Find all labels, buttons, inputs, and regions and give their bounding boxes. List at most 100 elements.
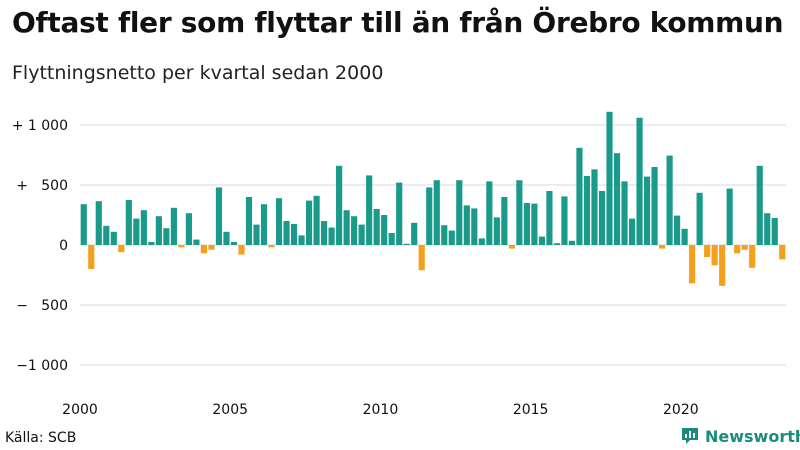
bar [268, 245, 275, 248]
bar [651, 167, 658, 245]
bar [553, 243, 561, 245]
x-tick-label: 2020 [663, 402, 699, 418]
bar [245, 197, 253, 245]
bar [148, 242, 155, 245]
brand-logo: Newsworthy [680, 426, 800, 446]
bar [230, 242, 238, 245]
bar [771, 218, 778, 245]
bar [659, 245, 666, 249]
bar [568, 240, 576, 245]
bar [306, 200, 313, 245]
bar [238, 245, 245, 255]
bar [546, 191, 553, 245]
bar [426, 187, 433, 245]
bar [643, 176, 651, 245]
bar [621, 181, 628, 245]
bar [613, 153, 621, 245]
bar [628, 218, 636, 245]
bar [711, 245, 718, 266]
bar [321, 221, 328, 245]
bar [200, 245, 208, 254]
bar [478, 238, 485, 245]
bar [411, 222, 418, 245]
bar [704, 245, 711, 257]
bar [719, 245, 726, 286]
bar [516, 180, 523, 245]
bar [381, 215, 388, 245]
bar [290, 224, 298, 245]
bar [396, 182, 403, 245]
bar [253, 224, 260, 245]
newsworthy-icon [682, 428, 698, 444]
bar [674, 215, 681, 245]
bar [155, 216, 162, 245]
bar [185, 213, 192, 245]
bar [749, 245, 756, 268]
bar [681, 228, 688, 245]
y-tick-label: − 500 [16, 298, 68, 314]
bar [561, 196, 568, 245]
bar [741, 245, 748, 250]
bar [80, 204, 87, 245]
bar [178, 245, 185, 248]
bar [726, 188, 733, 245]
bar [283, 221, 290, 245]
chart-title: Oftast fler som flyttar till än från Öre… [12, 6, 784, 39]
bar [734, 245, 741, 254]
bar [493, 217, 500, 245]
bar [208, 245, 215, 250]
y-tick-label: + 500 [16, 178, 68, 194]
source-note: Källa: SCB [5, 430, 77, 446]
bar [666, 155, 673, 245]
x-tick-label: 2005 [212, 402, 248, 418]
bar [456, 180, 463, 245]
bar [328, 227, 335, 245]
bar [779, 245, 786, 260]
bar [576, 147, 583, 245]
x-tick-label: 2000 [62, 402, 98, 418]
bar [140, 210, 147, 245]
y-axis-ticks: + 1 000 + 500 0 − 500 −1 000 [12, 118, 68, 374]
y-tick-label: + 1 000 [12, 118, 68, 134]
bar [133, 218, 140, 245]
bar [598, 191, 606, 245]
bar [441, 225, 448, 245]
bar [696, 192, 703, 245]
bar [125, 200, 132, 245]
bar [170, 207, 177, 245]
bar [118, 245, 125, 253]
bar [523, 203, 530, 245]
bar [486, 181, 493, 245]
bar [358, 224, 365, 245]
bar [88, 245, 95, 269]
chart-area: + 1 000 + 500 0 − 500 −1 000 2000 2005 2010 201… [12, 111, 786, 418]
bar [448, 230, 455, 245]
bar [298, 235, 305, 245]
brand-name: Newsworthy [705, 426, 800, 446]
bar [591, 169, 598, 245]
bar [471, 208, 478, 245]
bar [764, 213, 771, 245]
bar [351, 216, 358, 245]
bar [366, 175, 373, 245]
bar [260, 204, 268, 245]
bar [110, 231, 117, 245]
bar [636, 117, 643, 245]
chart-subtitle: Flyttningsnetto per kvartal sedan 2000 [12, 62, 384, 84]
bar [538, 236, 545, 245]
y-tick-label: 0 [59, 238, 68, 254]
x-axis-ticks: 2000 2005 2010 2015 2020 [62, 402, 698, 418]
bar [531, 203, 538, 245]
bar [223, 231, 230, 245]
bar [433, 180, 440, 245]
bar [336, 165, 343, 245]
bar [95, 201, 102, 245]
bar [418, 245, 425, 271]
bar [463, 205, 470, 245]
x-tick-label: 2010 [363, 402, 399, 418]
bar [275, 198, 283, 245]
bar [756, 165, 763, 245]
bar [606, 111, 613, 245]
x-tick-label: 2015 [513, 402, 549, 418]
bar [163, 228, 170, 245]
